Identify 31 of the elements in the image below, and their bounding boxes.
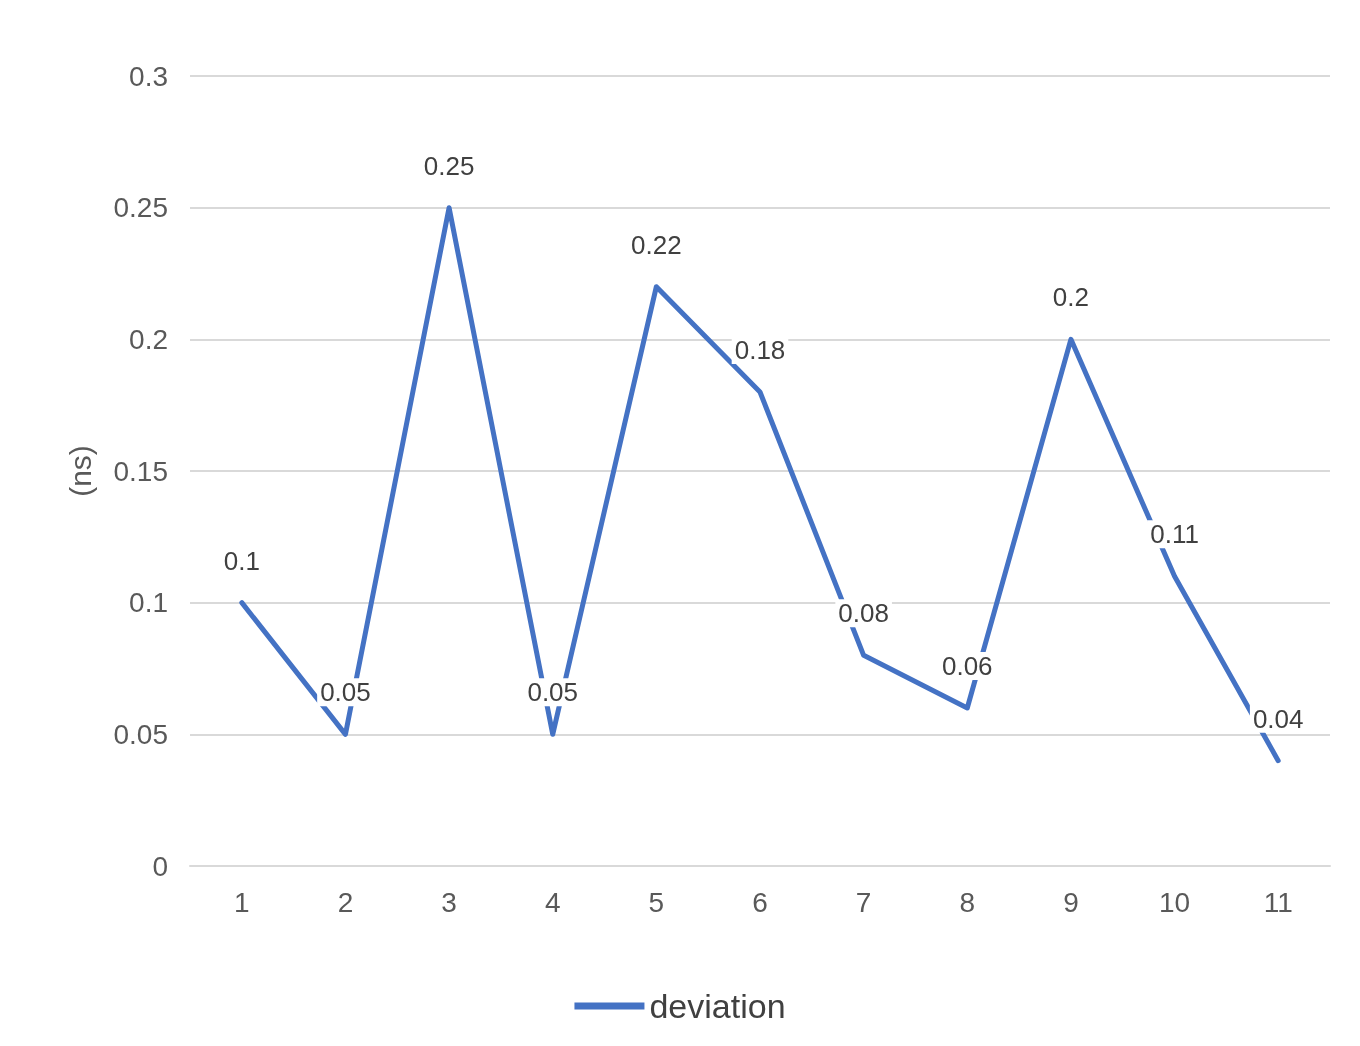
- x-tick-label: 9: [1063, 886, 1079, 918]
- data-label: 0.04: [1252, 703, 1304, 734]
- x-tick-label: 5: [648, 886, 665, 918]
- data-label: 0.1: [223, 545, 260, 576]
- data-label: 0.05: [527, 677, 579, 708]
- y-tick-label: 0.2: [129, 323, 168, 355]
- x-tick-label: 2: [337, 886, 354, 918]
- x-tick-label: 1: [234, 886, 250, 918]
- x-tick-label: 8: [959, 886, 976, 918]
- data-label: 0.05: [320, 677, 371, 708]
- y-tick-label: 0.25: [113, 192, 168, 224]
- data-label: 0.22: [631, 229, 682, 260]
- x-tick-label: 11: [1263, 886, 1293, 918]
- data-label: 0.11: [1150, 519, 1199, 550]
- data-label: 0.25: [423, 150, 475, 181]
- legend-label: deviation: [649, 987, 786, 1025]
- x-tick-label: 3: [441, 886, 457, 918]
- x-tick-label: 7: [855, 886, 872, 918]
- x-tick-label: 10: [1158, 886, 1191, 918]
- y-axis-title: (ns): [63, 445, 97, 497]
- data-label: 0.06: [941, 651, 993, 681]
- x-tick-label: 4: [544, 886, 561, 918]
- data-label: 0.08: [838, 598, 889, 629]
- y-tick-label: 0.1: [129, 587, 168, 619]
- y-tick-label: 0: [152, 850, 168, 882]
- data-label: 0.2: [1052, 282, 1089, 313]
- y-tick-label: 0.05: [113, 718, 168, 750]
- data-label: 0.18: [734, 335, 786, 365]
- x-tick-label: 6: [752, 886, 768, 918]
- y-tick-label: 0.15: [113, 455, 168, 487]
- y-tick-label: 0.3: [129, 60, 168, 92]
